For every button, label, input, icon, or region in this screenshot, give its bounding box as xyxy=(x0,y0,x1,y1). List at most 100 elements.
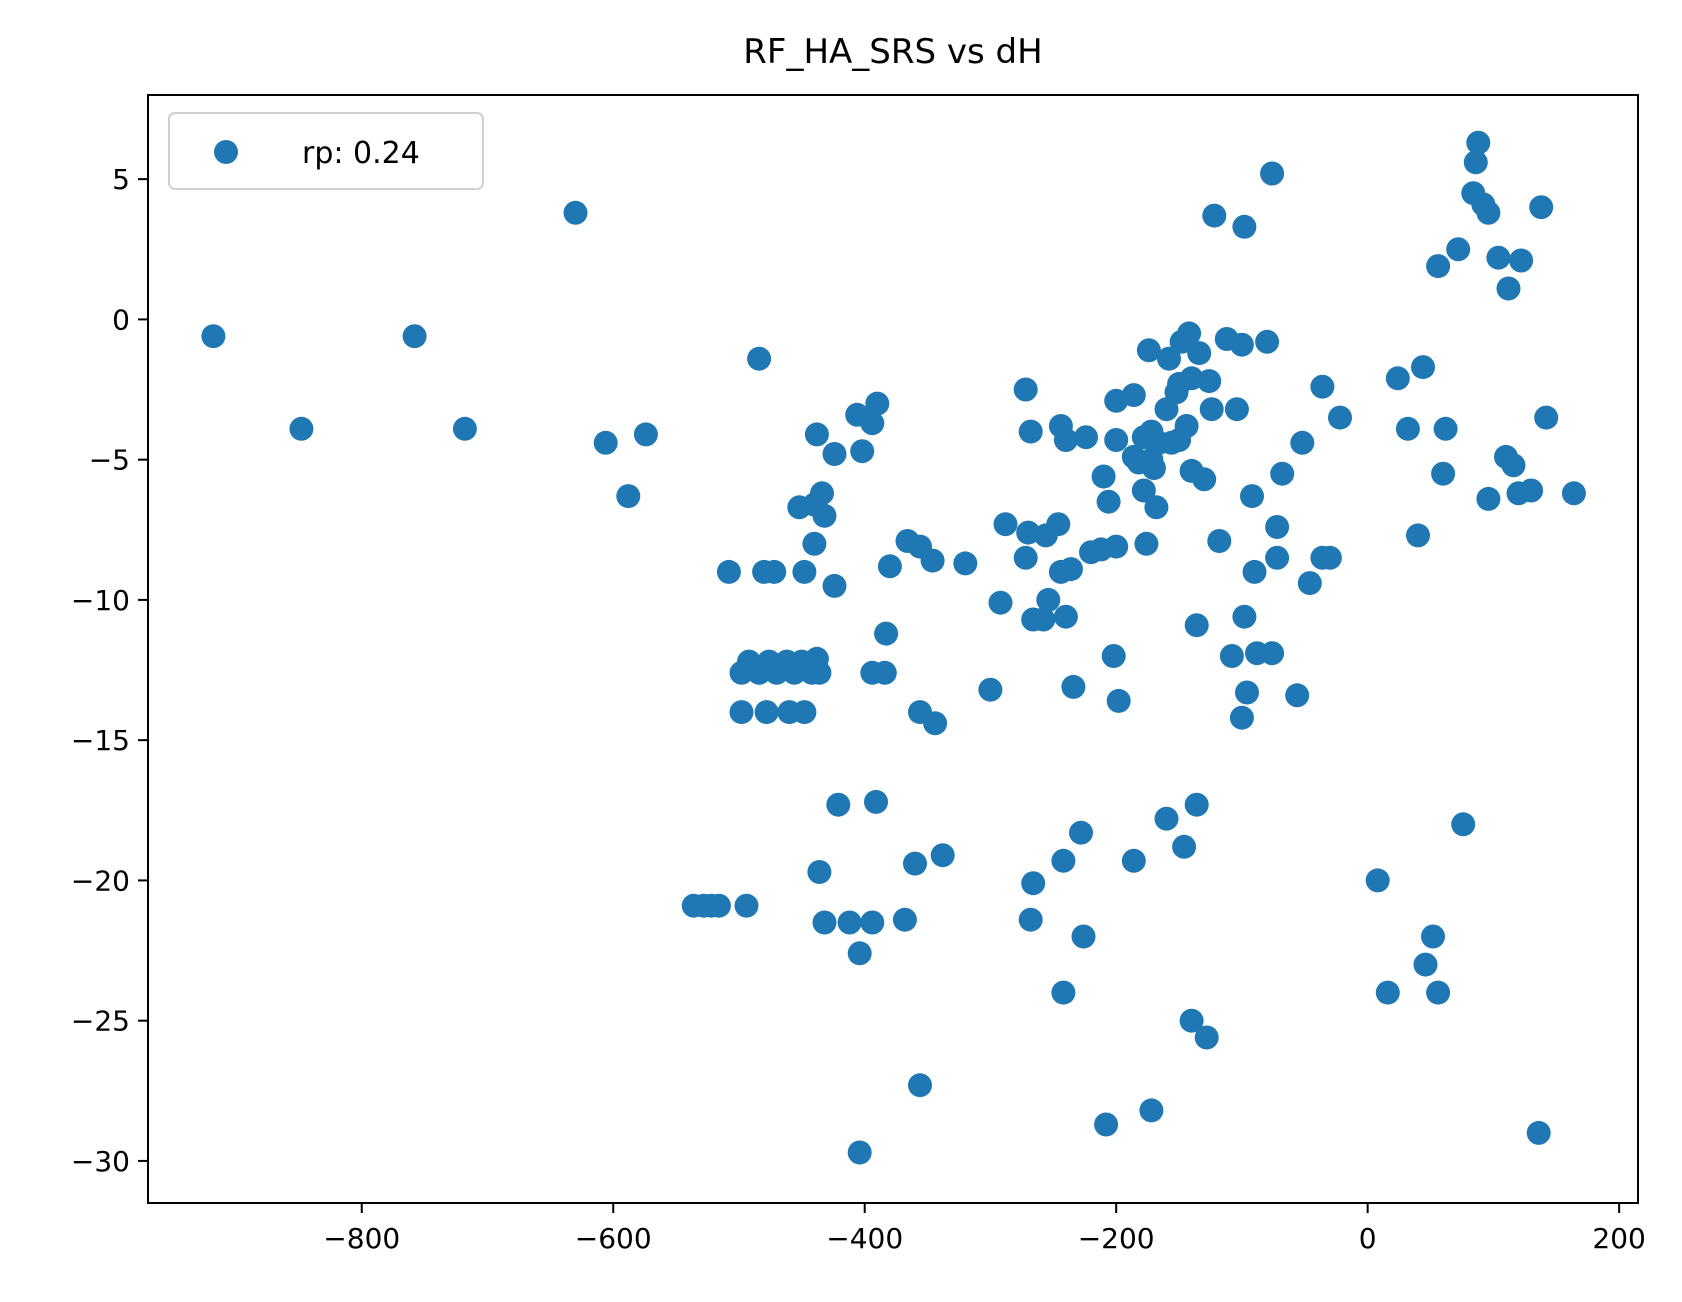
data-point xyxy=(1242,559,1267,584)
data-point xyxy=(1385,366,1410,391)
y-tick-label: −30 xyxy=(71,1145,130,1178)
data-point xyxy=(1466,130,1491,155)
data-point xyxy=(1529,195,1554,220)
data-point xyxy=(1406,523,1430,548)
data-point xyxy=(1179,1008,1204,1033)
data-point xyxy=(874,621,899,646)
legend-box xyxy=(168,112,484,190)
data-point xyxy=(1232,604,1257,629)
data-point xyxy=(1519,478,1544,503)
y-tick-label: −5 xyxy=(89,444,130,477)
data-point xyxy=(1172,834,1197,859)
data-point xyxy=(1451,812,1476,837)
data-point xyxy=(1509,248,1534,273)
data-point xyxy=(1411,355,1435,380)
ticks-layer: −800 −600 −400 −200 0 200 5 0 −5 −10 −15 −20 −25 −30 xyxy=(71,163,1646,1255)
data-point xyxy=(1496,276,1521,301)
data-point xyxy=(734,893,759,918)
data-point xyxy=(1046,512,1071,537)
data-point xyxy=(804,422,829,447)
data-point xyxy=(1058,557,1083,582)
points-layer xyxy=(201,130,1586,1165)
data-point xyxy=(1018,907,1043,932)
data-point xyxy=(1265,515,1290,539)
data-point xyxy=(1255,329,1280,354)
y-tick-label: −10 xyxy=(71,584,130,617)
data-point xyxy=(1431,461,1456,486)
legend: rp: 0.24 xyxy=(168,112,484,190)
data-point xyxy=(1199,397,1224,422)
y-tick-label: 0 xyxy=(112,303,130,336)
x-tick-label: −800 xyxy=(323,1222,400,1255)
data-point xyxy=(1260,641,1285,666)
data-point xyxy=(847,941,872,966)
data-point xyxy=(860,411,885,436)
data-point xyxy=(1141,456,1166,481)
data-point xyxy=(1053,604,1078,629)
data-point xyxy=(1426,254,1451,279)
data-point xyxy=(1154,806,1179,831)
y-tick-label: −15 xyxy=(71,724,130,757)
data-point xyxy=(930,843,955,868)
y-tick-label: 5 xyxy=(112,163,130,196)
data-point xyxy=(792,700,817,725)
data-point xyxy=(1174,414,1199,438)
data-point xyxy=(201,324,226,349)
data-point xyxy=(850,439,875,464)
data-point xyxy=(908,1073,932,1098)
data-point xyxy=(1036,587,1061,612)
data-point xyxy=(1074,425,1098,450)
data-point xyxy=(1101,644,1126,668)
data-point xyxy=(920,548,945,573)
data-point xyxy=(1433,416,1458,441)
data-point xyxy=(1131,478,1156,503)
data-point xyxy=(1561,481,1586,506)
data-point xyxy=(1526,1120,1551,1145)
data-point xyxy=(1207,529,1232,553)
data-point xyxy=(1104,534,1129,559)
data-point xyxy=(872,660,897,685)
data-point xyxy=(993,512,1018,537)
data-point xyxy=(1285,683,1310,708)
data-point xyxy=(1061,674,1086,699)
x-tick-label: −200 xyxy=(1078,1222,1155,1255)
data-point xyxy=(1501,453,1526,478)
data-point xyxy=(1265,545,1290,570)
data-point xyxy=(1106,688,1131,713)
data-point xyxy=(864,789,888,814)
x-tick-label: 0 xyxy=(1359,1222,1377,1255)
data-point xyxy=(812,503,837,528)
data-point xyxy=(1224,397,1249,422)
data-point xyxy=(923,711,948,736)
data-point xyxy=(1375,980,1400,1005)
data-point xyxy=(1139,1098,1164,1123)
data-point xyxy=(1534,405,1559,430)
data-point xyxy=(988,590,1013,615)
data-point xyxy=(812,910,837,935)
data-point xyxy=(402,324,427,349)
data-point xyxy=(1197,369,1222,394)
data-point xyxy=(1260,161,1285,186)
data-point xyxy=(1187,341,1212,366)
x-tick-label: −600 xyxy=(575,1222,652,1255)
data-point xyxy=(804,646,829,671)
data-point xyxy=(1413,952,1438,977)
data-point xyxy=(1240,484,1264,509)
data-point xyxy=(1476,200,1501,225)
data-point xyxy=(716,559,741,584)
data-point xyxy=(1229,705,1254,730)
data-point xyxy=(1421,924,1445,949)
data-point xyxy=(593,430,618,455)
data-point xyxy=(1144,495,1169,520)
data-point xyxy=(810,481,834,506)
data-point xyxy=(1184,792,1209,817)
data-point xyxy=(1297,571,1322,596)
data-point xyxy=(1053,428,1078,452)
data-point xyxy=(1104,428,1129,452)
data-point xyxy=(1426,980,1451,1005)
data-point xyxy=(847,1140,872,1165)
data-point xyxy=(1013,377,1038,402)
data-point xyxy=(1486,245,1511,270)
data-point xyxy=(978,677,1003,702)
y-tick-label: −25 xyxy=(71,1005,130,1038)
